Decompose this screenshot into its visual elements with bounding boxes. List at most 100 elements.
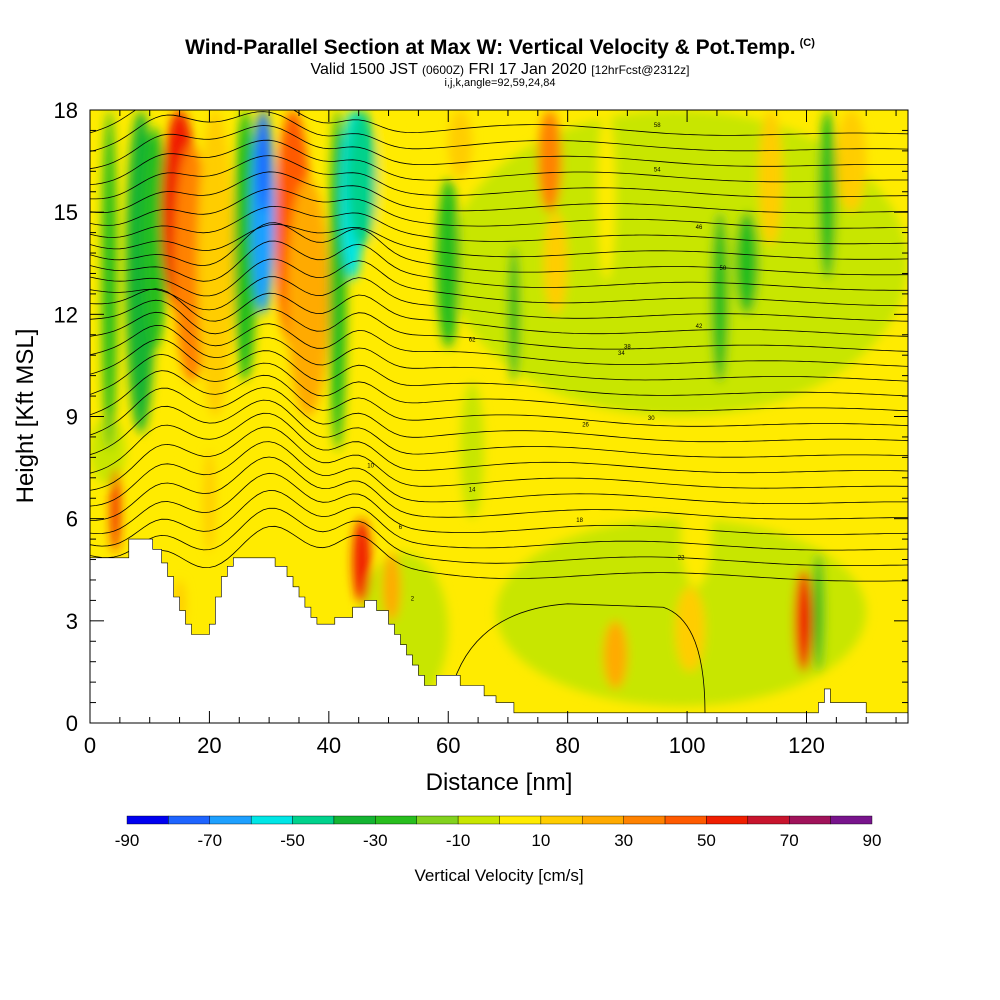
isentrope-line [90,426,908,491]
velocity-blob [681,484,711,587]
velocity-blob [603,620,628,689]
isentrope-line [90,299,908,352]
contour-label: 50 [720,266,727,272]
isentrope-line [90,441,908,507]
velocity-blob [448,110,908,417]
y-tick-label: 0 [66,711,78,736]
isentrope-line [90,205,908,245]
isentrope-line [90,111,908,152]
velocity-blob [143,127,168,349]
velocity-blob [203,450,216,553]
contour-label: 2 [411,596,415,602]
velocity-blob [352,518,371,604]
contour-label: 6 [399,525,403,531]
y-tick-label: 15 [54,200,78,225]
velocity-blob [90,416,126,485]
velocity-blob [376,110,401,349]
isentrope-line [90,125,908,170]
isentrope-line [90,338,908,397]
colorbar-tick-label: -70 [197,831,222,850]
velocity-blob [239,382,270,519]
velocity-blob [257,110,270,213]
valid-time: Valid 1500 JST [310,61,418,78]
y-axis-title: Height [Kft MSL] [12,329,39,504]
isentrope-line [90,387,908,443]
x-axis-title: Distance [nm] [426,769,573,796]
isentrope-line [90,188,908,229]
chart-params: i,j,k,angle=92,59,24,84 [444,77,556,89]
valid-utc: (0600Z) [422,63,465,77]
x-tick-label: 20 [197,733,221,758]
y-tick-label: 3 [66,609,78,634]
colorbar-swatch [706,815,749,825]
velocity-blob [448,110,473,179]
chart-subtitle: Valid 1500 JST (0600Z) FRI 17 Jan 2020 [… [0,61,1000,79]
contour-label: 46 [696,225,703,231]
colorbar-swatch [126,815,169,825]
colorbar-swatch [540,815,583,825]
isentrope-line [90,412,908,474]
colorbar-swatch [250,815,293,825]
velocity-blob [710,212,729,383]
contour-label: 42 [696,324,703,330]
isentrope-line [90,311,908,367]
isentrope-line [90,472,908,535]
isentrope-line [90,456,908,521]
colorbar-swatch [457,815,500,825]
contour-label: 58 [654,123,661,129]
colorbar-swatch [582,815,624,825]
colorbar-swatch [789,815,831,825]
velocity-blob [675,586,705,672]
isentrope-line [90,171,908,214]
contour-label: 26 [582,423,589,429]
x-tick-label: 40 [317,733,341,758]
contour-label: 10 [367,464,374,470]
isentrope-line [90,110,908,136]
colorbar-tick-label: -50 [280,831,305,850]
colorbar-title: Vertical Velocity [cm/s] [414,866,583,885]
colorbar-tick-label: 90 [863,831,882,850]
isentrope-line [90,155,908,200]
copyright-mark: (C) [799,37,815,49]
isentrope-line [90,525,908,582]
velocity-blob [836,110,867,213]
forecast-info: [12hrFcst@2312z] [591,63,690,77]
colorbar-swatch [168,815,210,825]
isentrope-line [90,324,908,382]
colorbar-tick-label: 30 [614,831,633,850]
colorbar-tick-label: 10 [531,831,550,850]
isentrope-line [90,353,908,412]
x-tick-label: 80 [555,733,579,758]
velocity-blob [507,246,520,383]
velocity-blob [233,110,258,383]
colorbar-tick-label: -90 [115,831,140,850]
isentrope-line [447,603,706,713]
chart-title: Wind-Parallel Section at Max W: Vertical… [0,36,1000,60]
colorbar-swatch [499,815,542,825]
colorbar-swatch [375,815,417,825]
title-text: Wind-Parallel Section at Max W: Vertical… [185,36,796,59]
axes: 0 20 40 60 80 100 120 0 3 6 9 12 15 18 [54,98,908,758]
isentrope-line [90,507,908,566]
velocity-blob [382,552,401,621]
isentrope-line [90,490,908,551]
velocity-blob [794,569,813,672]
valid-date: FRI 17 Jan 2020 [468,61,587,78]
colorbar-swatch [623,815,666,825]
velocity-blob [287,178,329,417]
isentrope-line [90,288,908,337]
x-tick-label: 0 [84,733,96,758]
isentrope-line [90,276,908,322]
contour-label: 38 [624,344,631,350]
colorbar-swatch [664,815,707,825]
y-tick-label: 12 [54,302,78,327]
isentrope-line [90,258,908,307]
isentrope-line [90,139,908,185]
contour-label: 54 [654,167,661,173]
velocity-blob [758,110,783,247]
contour-label: 30 [648,416,655,422]
terrain-mask [89,538,909,724]
contour-label: 14 [469,487,476,493]
colorbar-swatch [292,815,335,825]
